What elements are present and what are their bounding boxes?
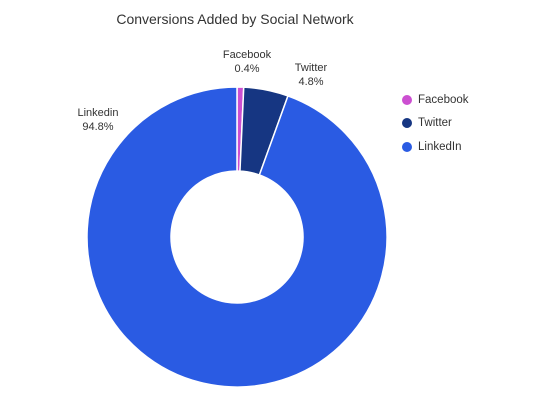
- slice-value-facebook: 0.4%: [234, 63, 259, 75]
- legend-label-twitter: Twitter: [418, 117, 452, 130]
- slice-label-facebook: Facebook: [223, 49, 272, 61]
- legend-item-linkedin[interactable]: LinkedIn: [402, 135, 469, 159]
- legend-item-facebook[interactable]: Facebook: [402, 88, 469, 112]
- legend-label-linkedin: LinkedIn: [418, 140, 462, 153]
- slice-label-twitter: Twitter: [295, 62, 328, 74]
- legend-item-twitter[interactable]: Twitter: [402, 112, 469, 136]
- slice-value-linkedin: 94.8%: [82, 121, 113, 133]
- slice-label-linkedin: Linkedin: [78, 107, 119, 119]
- slice-linkedin[interactable]: [86, 86, 388, 388]
- legend: Facebook Twitter LinkedIn: [402, 88, 469, 159]
- slice-value-twitter: 4.8%: [298, 76, 323, 88]
- legend-label-facebook: Facebook: [418, 93, 469, 106]
- legend-swatch-facebook: [402, 94, 412, 105]
- chart-title: Conversions Added by Social Network: [116, 11, 354, 27]
- legend-swatch-twitter: [402, 118, 412, 129]
- legend-swatch-linkedin: [402, 141, 412, 152]
